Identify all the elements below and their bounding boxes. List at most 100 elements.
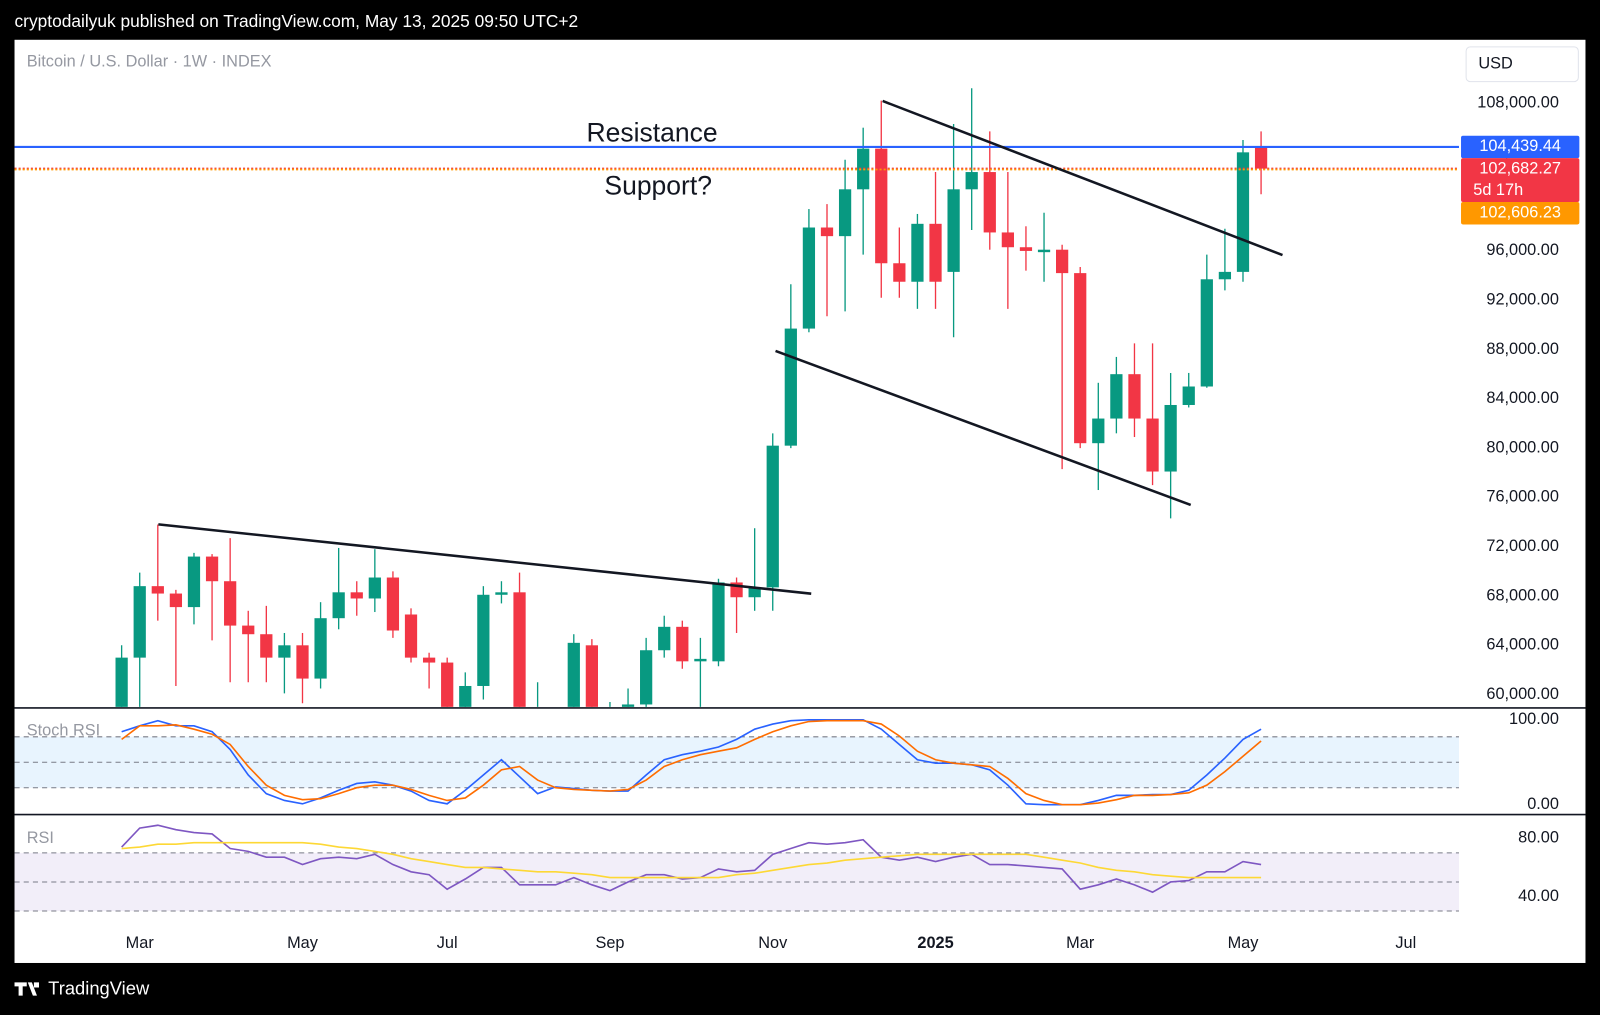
- x-tick-label: Nov: [758, 934, 788, 952]
- candle-body: [893, 263, 906, 282]
- candle-body: [242, 625, 255, 635]
- candle-body: [260, 634, 273, 658]
- y-tick-label: 100.00: [1509, 710, 1559, 728]
- candle-body: [748, 587, 761, 598]
- indicator-line: [121, 719, 1262, 806]
- y-tick-label: 76,000.00: [1486, 488, 1559, 506]
- candle-body: [133, 586, 146, 658]
- candle-body: [459, 685, 472, 707]
- candle-body: [1146, 418, 1159, 472]
- x-tick-label: Mar: [1066, 934, 1095, 952]
- candle-body: [875, 148, 888, 264]
- candle-body: [115, 657, 128, 707]
- x-tick-label: May: [1228, 934, 1260, 952]
- candle-body: [278, 645, 291, 658]
- candle-body: [1092, 418, 1105, 444]
- pane-title: RSI: [27, 829, 54, 847]
- candle-body: [368, 577, 381, 599]
- candle-body: [766, 445, 779, 588]
- candle-body: [640, 650, 653, 705]
- y-tick-label: 72,000.00: [1486, 537, 1559, 555]
- candle-body: [169, 593, 183, 608]
- candle-body: [224, 581, 237, 626]
- trendline: [775, 349, 1192, 507]
- candle-body: [857, 148, 870, 190]
- candle-body: [929, 223, 942, 282]
- annotation: Support?: [604, 171, 712, 201]
- price-label: 104,439.44: [1479, 137, 1561, 155]
- candle-body: [694, 658, 707, 662]
- candle-body: [965, 172, 978, 190]
- candle-body: [1164, 404, 1177, 472]
- currency-button[interactable]: [1465, 46, 1579, 83]
- price-label-box: [1461, 202, 1580, 225]
- y-tick-label: 84,000.00: [1486, 389, 1559, 407]
- candle-body: [1254, 147, 1268, 169]
- currency[interactable]: USD: [1478, 55, 1512, 73]
- x-tick-label: Sep: [595, 934, 624, 952]
- trendline: [882, 99, 1283, 257]
- y-tick-label: 64,000.00: [1486, 636, 1559, 654]
- candle-body: [676, 626, 689, 662]
- candle-body: [802, 227, 816, 329]
- price-label-box: [1461, 135, 1580, 159]
- annotation: Resistance: [586, 118, 717, 148]
- candles: [115, 88, 1268, 707]
- candle-body: [621, 704, 635, 707]
- header-text: cryptodailyuk published on TradingView.c…: [15, 11, 579, 31]
- y-tick-label: 80.00: [1518, 829, 1559, 847]
- candle-body: [712, 582, 725, 662]
- candle-body: [1037, 249, 1051, 253]
- x-tick-label: Jul: [437, 934, 458, 952]
- indicator-line: [121, 841, 1262, 879]
- x-tick-label: Jul: [1395, 934, 1416, 952]
- x-tick-label: May: [287, 934, 319, 952]
- price-label: 102,682.27: [1479, 160, 1561, 178]
- candle-body: [422, 657, 436, 663]
- candle-body: [784, 328, 797, 446]
- price-label-box: [1461, 158, 1580, 203]
- trendlines: [158, 99, 1283, 595]
- candle-body: [441, 662, 454, 707]
- candle-body: [477, 594, 490, 686]
- candle-body: [1019, 247, 1033, 251]
- candle-body: [187, 556, 201, 608]
- brand: TradingView: [48, 977, 150, 998]
- candle-body: [911, 223, 924, 282]
- y-tick-label: 80,000.00: [1486, 438, 1559, 456]
- y-tick-label: 68,000.00: [1486, 586, 1559, 604]
- y-tick-label: 40.00: [1518, 887, 1559, 905]
- candle-body: [658, 626, 671, 651]
- candle-body: [332, 592, 345, 619]
- price-label: 102,606.23: [1479, 204, 1561, 222]
- candle-body: [947, 189, 960, 272]
- y-tick-label: 96,000.00: [1486, 241, 1559, 259]
- x-tick-label: Mar: [126, 934, 155, 952]
- candle-body: [1218, 271, 1232, 280]
- candle-body: [296, 645, 309, 679]
- candle-body: [314, 618, 327, 679]
- candle-body: [205, 556, 219, 582]
- candle-body: [513, 592, 526, 707]
- logo-icon: [14, 982, 40, 996]
- candle-body: [585, 645, 598, 707]
- y-tick-label: 88,000.00: [1486, 340, 1559, 358]
- candle-body: [1001, 232, 1014, 248]
- candle-body: [495, 592, 508, 595]
- candle-body: [1200, 279, 1213, 387]
- candle-body: [404, 614, 418, 658]
- pane-title: Stoch RSI: [27, 722, 100, 740]
- y-tick-label: 0.00: [1527, 795, 1559, 813]
- candle-body: [1128, 374, 1141, 419]
- candle-body: [386, 577, 400, 631]
- candle-body: [1110, 374, 1123, 419]
- chart-area: [14, 39, 1586, 963]
- candle-body: [1074, 273, 1087, 444]
- candle-body: [820, 227, 834, 237]
- candle-body: [151, 586, 164, 594]
- trendline: [158, 523, 812, 595]
- candle-body: [983, 172, 996, 233]
- y-tick-label: 108,000.00: [1477, 93, 1559, 111]
- candle-body: [1182, 386, 1195, 405]
